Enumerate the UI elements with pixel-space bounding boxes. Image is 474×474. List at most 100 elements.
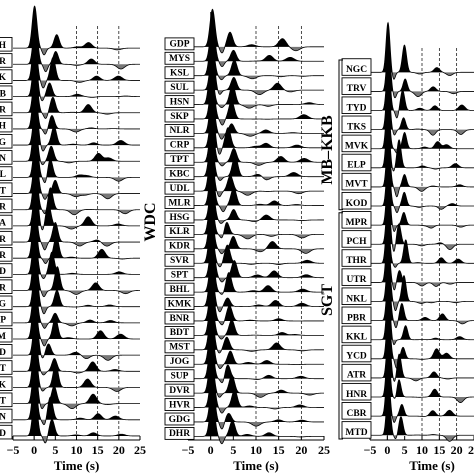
station-label: L	[0, 170, 6, 180]
trace-line	[13, 21, 140, 73]
x-tick-label: 20	[113, 443, 125, 457]
station-label-box	[164, 95, 195, 108]
trace-negative-fill	[13, 242, 140, 250]
trace-line	[370, 41, 474, 99]
station-label: CBR	[346, 409, 366, 419]
station-label: H	[0, 41, 7, 51]
trace-line	[370, 212, 474, 268]
station-label: KOD	[346, 199, 368, 209]
x-tick-label: 15	[433, 443, 445, 457]
station-label-box	[0, 166, 13, 181]
station-label: SVR	[170, 256, 189, 266]
trace-negative-fill	[188, 248, 324, 254]
trace-negative-fill	[13, 225, 140, 230]
x-tick-label: 10	[71, 443, 83, 457]
trace-line	[13, 328, 140, 376]
trace-line	[13, 296, 140, 347]
station-label: T	[0, 186, 7, 196]
trace-line	[13, 312, 140, 361]
trace-line	[188, 383, 324, 430]
station-label: JOG	[170, 357, 190, 367]
station-label: SUL	[170, 83, 188, 93]
trace-line	[370, 194, 474, 252]
station-label: R	[0, 203, 6, 213]
trace-line	[370, 174, 474, 232]
trace-line	[13, 53, 140, 102]
station-label: R	[0, 283, 6, 293]
station-label-box	[164, 282, 195, 296]
station-label-box	[164, 37, 195, 51]
trace-line	[188, 210, 324, 255]
trace-negative-fill	[188, 118, 324, 126]
x-tick-label: 5	[402, 443, 408, 457]
station-label: MYS	[169, 54, 190, 64]
station-label-box	[341, 172, 372, 191]
station-label-box	[164, 354, 195, 368]
station-label-box	[0, 344, 13, 359]
trace-line	[188, 8, 324, 54]
station-label-box	[341, 344, 372, 363]
x-tick-label: 25	[318, 443, 330, 457]
station-label-box	[0, 247, 13, 262]
trace-negative-fill	[370, 244, 474, 252]
trace-line	[188, 355, 324, 398]
station-label: P	[0, 316, 6, 326]
station-label: HSG	[169, 213, 190, 223]
trace-negative-fill	[370, 416, 474, 423]
trace-line	[13, 134, 140, 184]
trace-line	[370, 308, 474, 369]
x-tick-label: 10	[250, 443, 262, 457]
station-label-box	[341, 325, 372, 344]
trace-line	[13, 231, 140, 279]
station-label-box	[0, 408, 13, 424]
station-label-box	[0, 392, 13, 408]
station-label-box	[0, 101, 13, 117]
station-label: CRP	[170, 141, 190, 151]
trace-line	[13, 264, 140, 315]
trace-line	[13, 86, 140, 135]
station-label: A	[0, 219, 6, 229]
x-tick-label: 0	[208, 443, 214, 457]
trace-negative-fill	[13, 145, 140, 152]
trace-line	[370, 98, 474, 154]
station-label: KLR	[169, 227, 190, 237]
trace-negative-fill	[188, 364, 324, 369]
station-label: PBR	[347, 313, 366, 323]
station-label-box	[0, 214, 13, 230]
trace-negative-fill	[188, 277, 324, 282]
station-label-box	[0, 230, 13, 246]
trace-negative-fill	[13, 387, 140, 392]
trace-line	[188, 311, 324, 354]
x-tick-label: 20	[295, 443, 307, 457]
station-label: NKL	[346, 294, 367, 304]
station-label: KKL	[346, 333, 367, 343]
station-label: R	[0, 106, 6, 116]
trace-line	[188, 268, 324, 313]
station-label-box	[164, 412, 195, 426]
trace-line	[370, 21, 474, 80]
trace-line	[188, 23, 324, 68]
station-label-box	[164, 398, 195, 411]
station-label-box	[341, 96, 372, 114]
trace-line	[13, 215, 140, 264]
station-label: D	[0, 348, 6, 358]
station-label-box	[164, 167, 195, 181]
x-tick-label: 0	[31, 443, 37, 457]
station-label: GDG	[169, 415, 191, 425]
station-label-box	[0, 150, 13, 165]
trace-line	[370, 327, 474, 382]
trace-line	[13, 118, 140, 166]
x-tick-label: 5	[230, 443, 236, 457]
trace-line	[370, 365, 474, 423]
station-label-box	[164, 210, 195, 224]
station-label-box	[164, 253, 195, 267]
trace-negative-fill	[370, 225, 474, 232]
trace-line	[370, 270, 474, 329]
trace-negative-fill	[13, 290, 140, 297]
trace-line	[370, 251, 474, 312]
station-label-box	[164, 369, 195, 383]
station-label: N	[0, 154, 6, 164]
trace-line	[188, 95, 324, 140]
station-label: HNR	[346, 390, 367, 400]
